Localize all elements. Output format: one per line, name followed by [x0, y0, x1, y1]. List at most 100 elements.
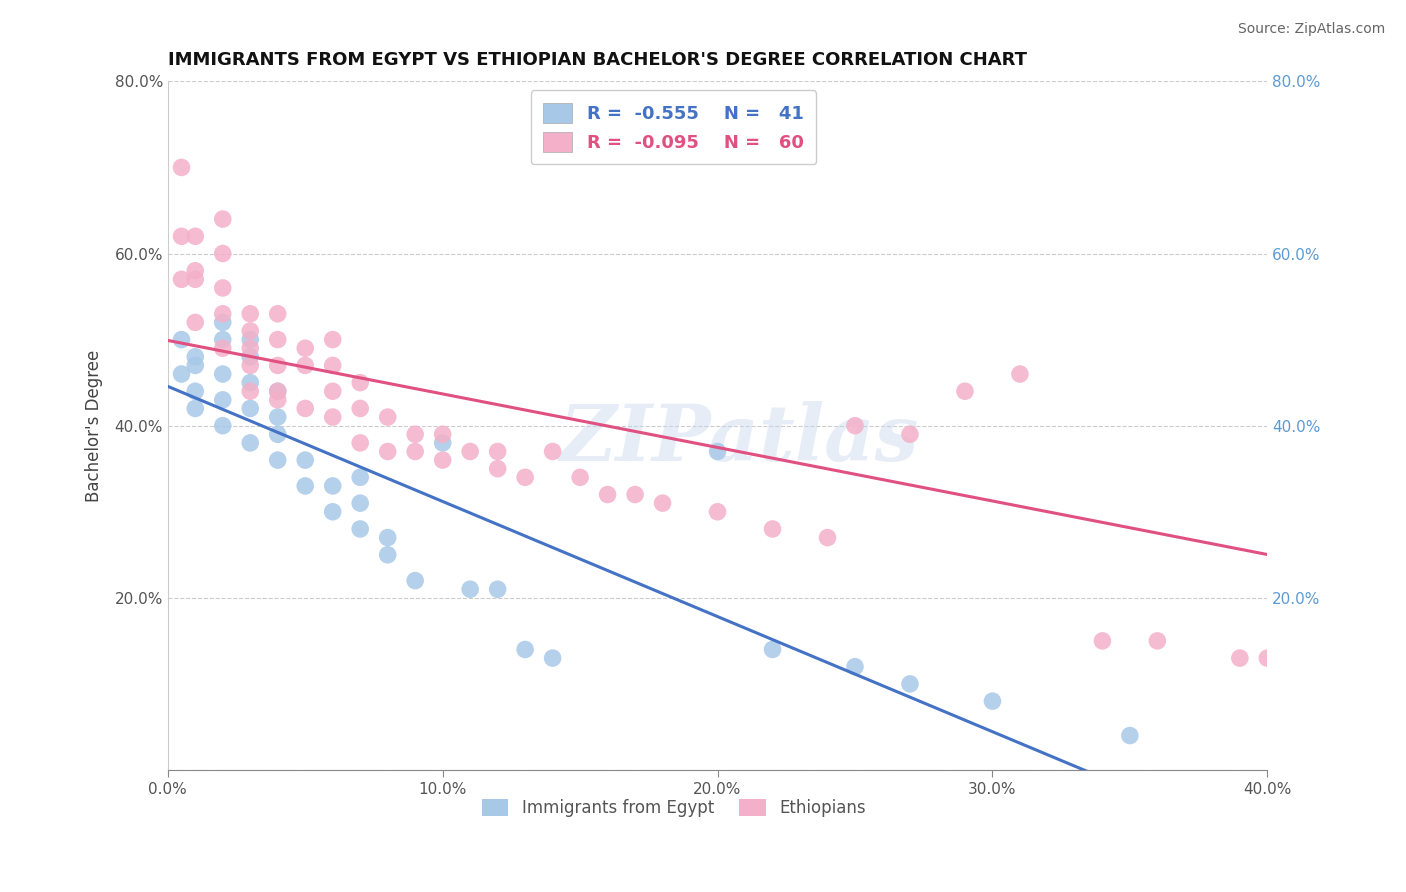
Point: [898, 677, 921, 691]
Point: [211, 341, 233, 355]
Point: [651, 496, 673, 510]
Point: [349, 436, 371, 450]
Point: [184, 229, 207, 244]
Point: [349, 522, 371, 536]
Point: [377, 444, 399, 458]
Point: [513, 470, 536, 484]
Point: [1256, 651, 1278, 665]
Point: [322, 410, 344, 425]
Point: [377, 548, 399, 562]
Point: [349, 401, 371, 416]
Point: [541, 444, 564, 458]
Point: [1229, 651, 1251, 665]
Point: [404, 574, 426, 588]
Legend: Immigrants from Egypt, Ethiopians: Immigrants from Egypt, Ethiopians: [475, 792, 872, 823]
Point: [404, 444, 426, 458]
Point: [184, 359, 207, 373]
Point: [239, 384, 262, 399]
Point: [377, 410, 399, 425]
Point: [322, 505, 344, 519]
Point: [184, 272, 207, 286]
Point: [541, 651, 564, 665]
Point: [239, 333, 262, 347]
Point: [981, 694, 1004, 708]
Point: [513, 642, 536, 657]
Point: [267, 410, 290, 425]
Point: [267, 427, 290, 442]
Point: [211, 418, 233, 433]
Point: [432, 427, 454, 442]
Point: [267, 392, 290, 407]
Point: [1091, 633, 1114, 648]
Point: [706, 444, 728, 458]
Point: [349, 470, 371, 484]
Point: [239, 341, 262, 355]
Point: [458, 582, 481, 597]
Point: [184, 264, 207, 278]
Point: [211, 367, 233, 381]
Point: [1146, 633, 1168, 648]
Point: [211, 212, 233, 227]
Point: [294, 401, 316, 416]
Point: [844, 418, 866, 433]
Point: [706, 505, 728, 519]
Point: [294, 341, 316, 355]
Point: [761, 642, 783, 657]
Point: [239, 401, 262, 416]
Point: [898, 427, 921, 442]
Point: [211, 315, 233, 329]
Point: [267, 359, 290, 373]
Point: [817, 531, 839, 545]
Point: [322, 384, 344, 399]
Point: [170, 161, 193, 175]
Point: [624, 487, 647, 501]
Point: [170, 272, 193, 286]
Point: [267, 384, 290, 399]
Point: [432, 453, 454, 467]
Point: [211, 246, 233, 260]
Point: [322, 333, 344, 347]
Point: [294, 359, 316, 373]
Point: [569, 470, 592, 484]
Point: [322, 479, 344, 493]
Point: [239, 359, 262, 373]
Point: [211, 333, 233, 347]
Point: [170, 229, 193, 244]
Point: [377, 531, 399, 545]
Point: [486, 461, 509, 475]
Point: [953, 384, 976, 399]
Point: [486, 444, 509, 458]
Point: [239, 436, 262, 450]
Point: [844, 659, 866, 673]
Point: [211, 307, 233, 321]
Point: [239, 324, 262, 338]
Point: [239, 350, 262, 364]
Point: [761, 522, 783, 536]
Point: [267, 384, 290, 399]
Text: ZIPatlas: ZIPatlas: [560, 401, 920, 478]
Point: [184, 384, 207, 399]
Point: [349, 496, 371, 510]
Point: [211, 392, 233, 407]
Point: [486, 582, 509, 597]
Point: [211, 281, 233, 295]
Point: [432, 436, 454, 450]
Text: IMMIGRANTS FROM EGYPT VS ETHIOPIAN BACHELOR'S DEGREE CORRELATION CHART: IMMIGRANTS FROM EGYPT VS ETHIOPIAN BACHE…: [167, 51, 1026, 69]
Point: [596, 487, 619, 501]
Point: [349, 376, 371, 390]
Point: [239, 376, 262, 390]
Point: [294, 453, 316, 467]
Point: [404, 427, 426, 442]
Point: [267, 453, 290, 467]
Point: [170, 333, 193, 347]
Point: [294, 479, 316, 493]
Point: [322, 359, 344, 373]
Point: [239, 307, 262, 321]
Text: Source: ZipAtlas.com: Source: ZipAtlas.com: [1237, 22, 1385, 37]
Point: [1119, 729, 1142, 743]
Point: [458, 444, 481, 458]
Y-axis label: Bachelor's Degree: Bachelor's Degree: [86, 350, 103, 502]
Point: [184, 350, 207, 364]
Point: [170, 367, 193, 381]
Point: [1008, 367, 1031, 381]
